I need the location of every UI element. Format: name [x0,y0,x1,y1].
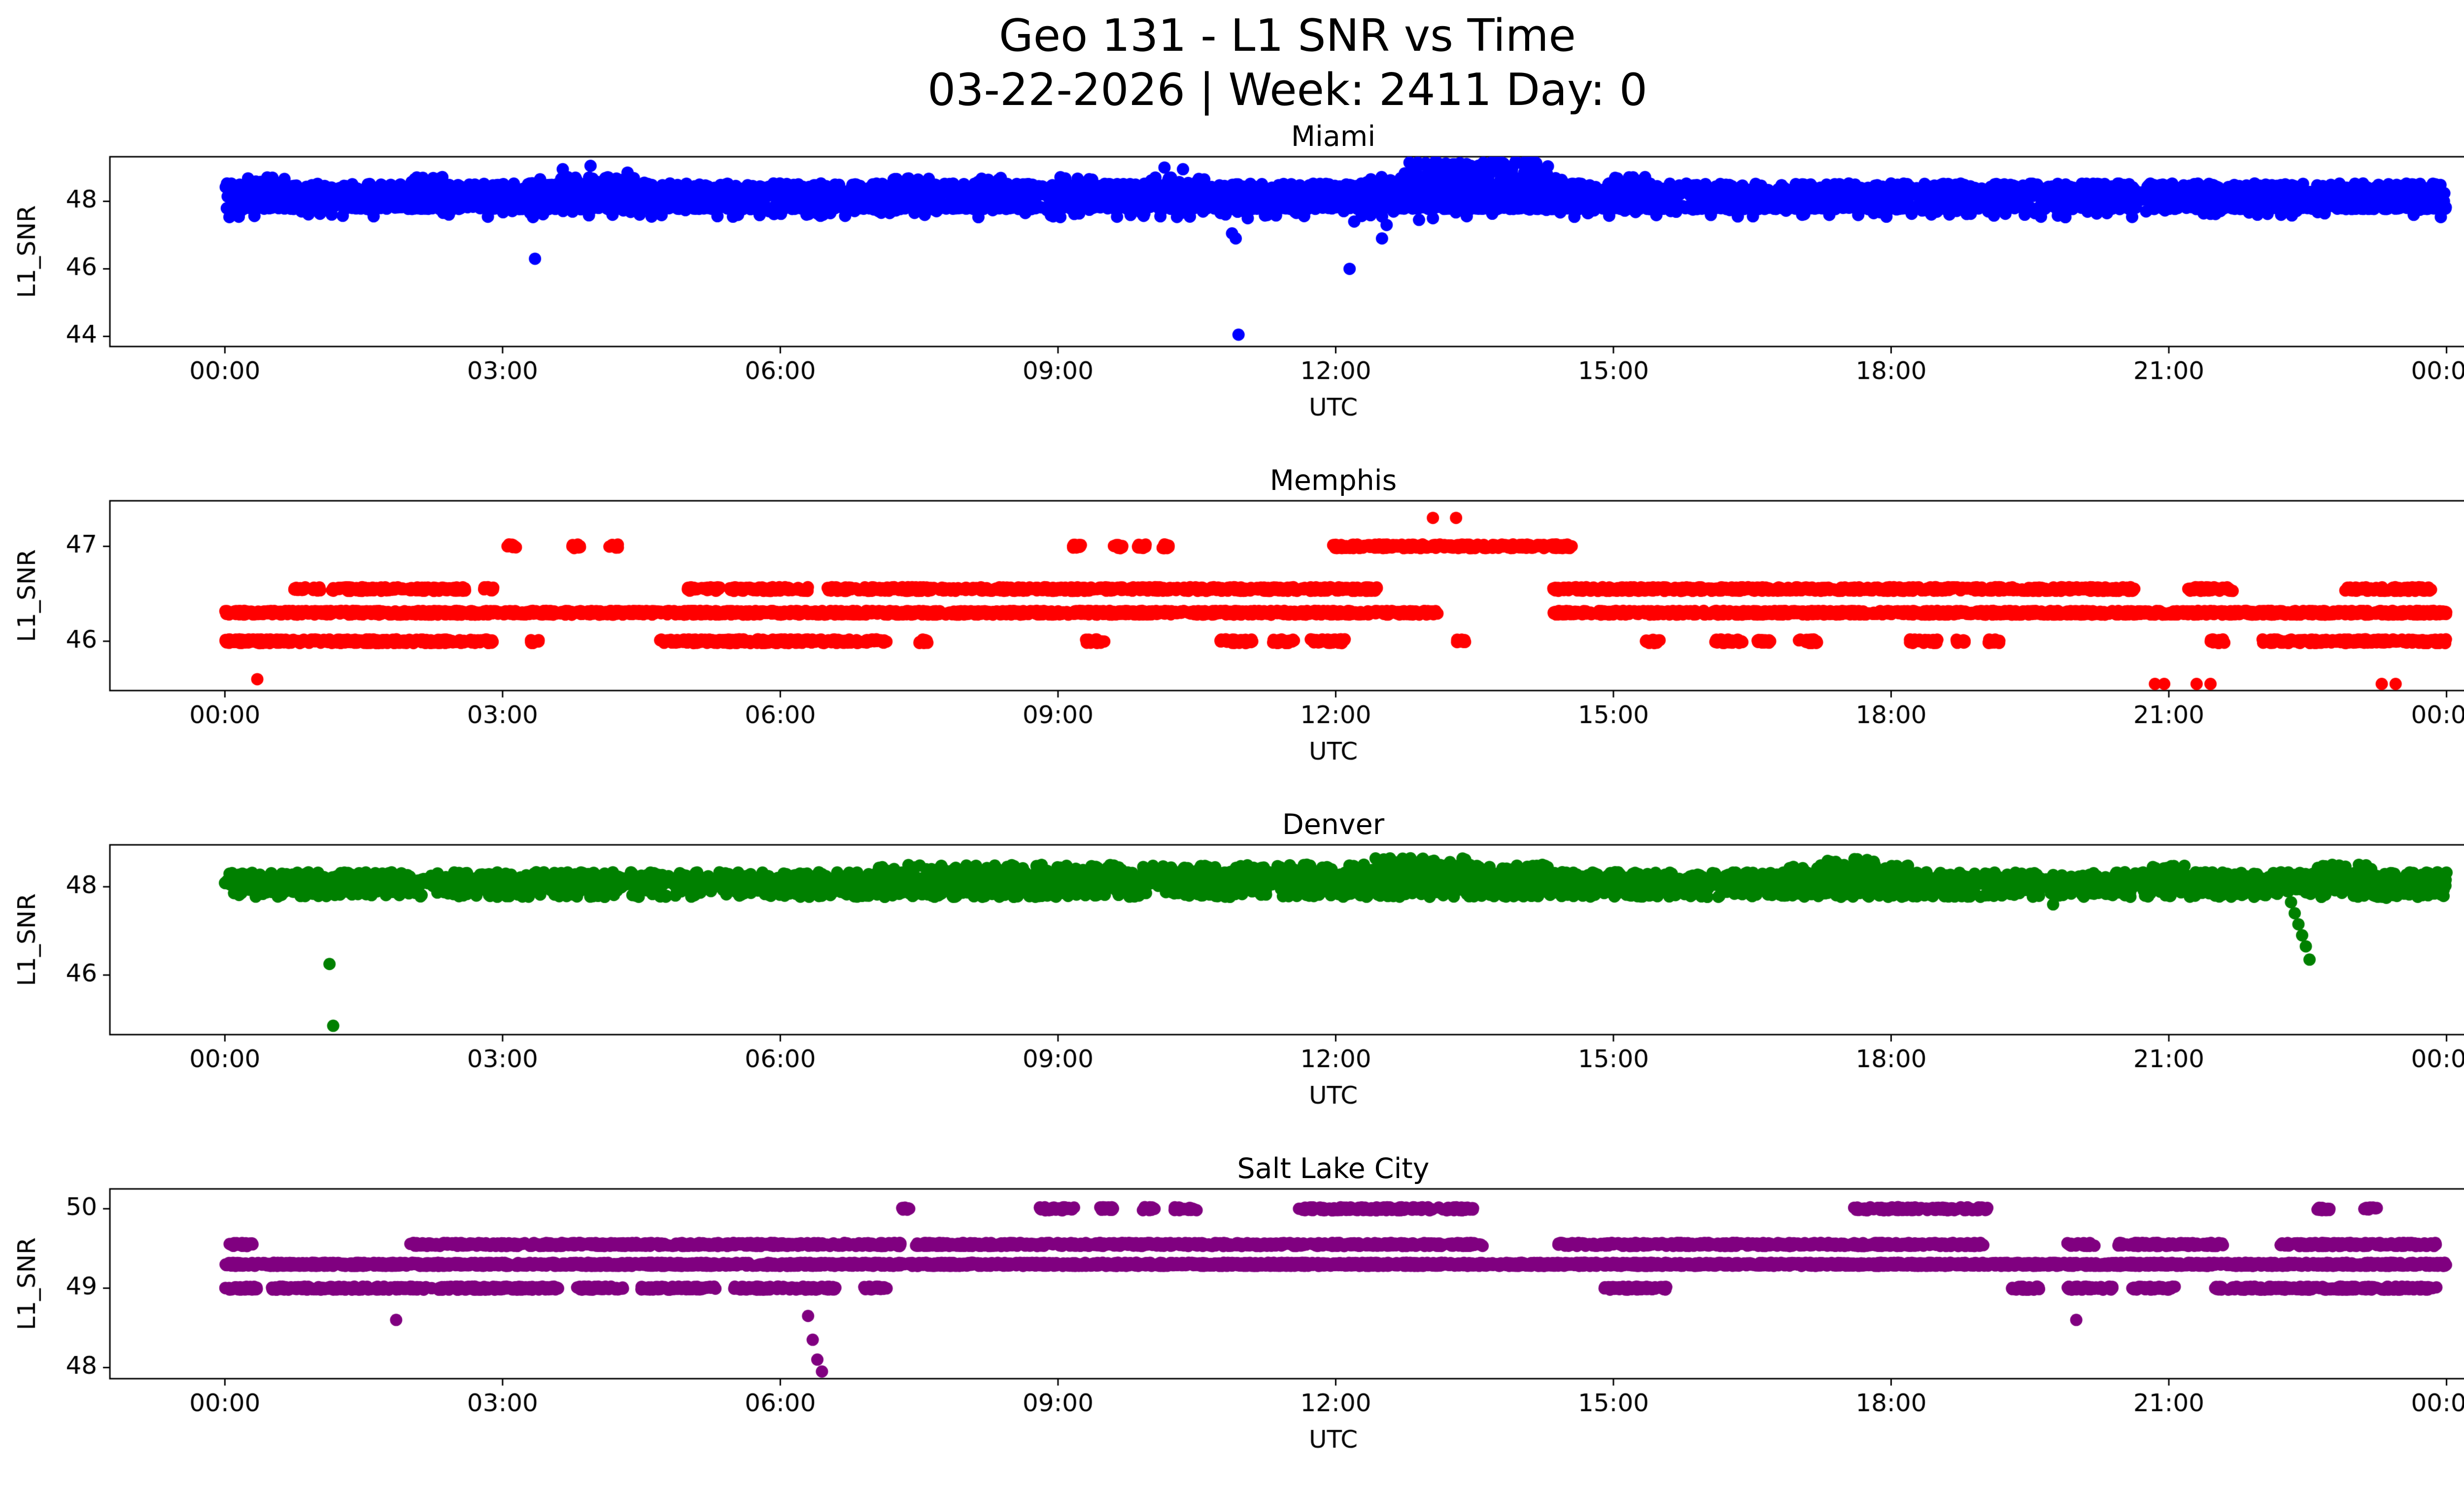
subplot-title-miami: Miami [1291,120,1376,153]
scatter-canvas-salt-lake-city [0,1184,2464,1494]
figure-subtitle: 03-22-2026 | Week: 2411 Day: 0 [927,64,1648,116]
subplot-memphis: Memphis [0,461,2464,805]
subplot-title-salt-lake-city: Salt Lake City [1237,1152,1430,1185]
scatter-canvas-memphis [0,496,2464,805]
subplot-denver: Denver [0,805,2464,1149]
scatter-canvas-miami [0,152,2464,461]
subplot-title-memphis: Memphis [1269,464,1397,497]
scatter-canvas-denver [0,840,2464,1149]
subplot-salt-lake-city: Salt Lake City [0,1149,2464,1494]
subplot-miami: Miami [0,117,2464,461]
subplot-title-denver: Denver [1282,808,1385,841]
figure-title: Geo 131 - L1 SNR vs Time [999,10,1576,62]
